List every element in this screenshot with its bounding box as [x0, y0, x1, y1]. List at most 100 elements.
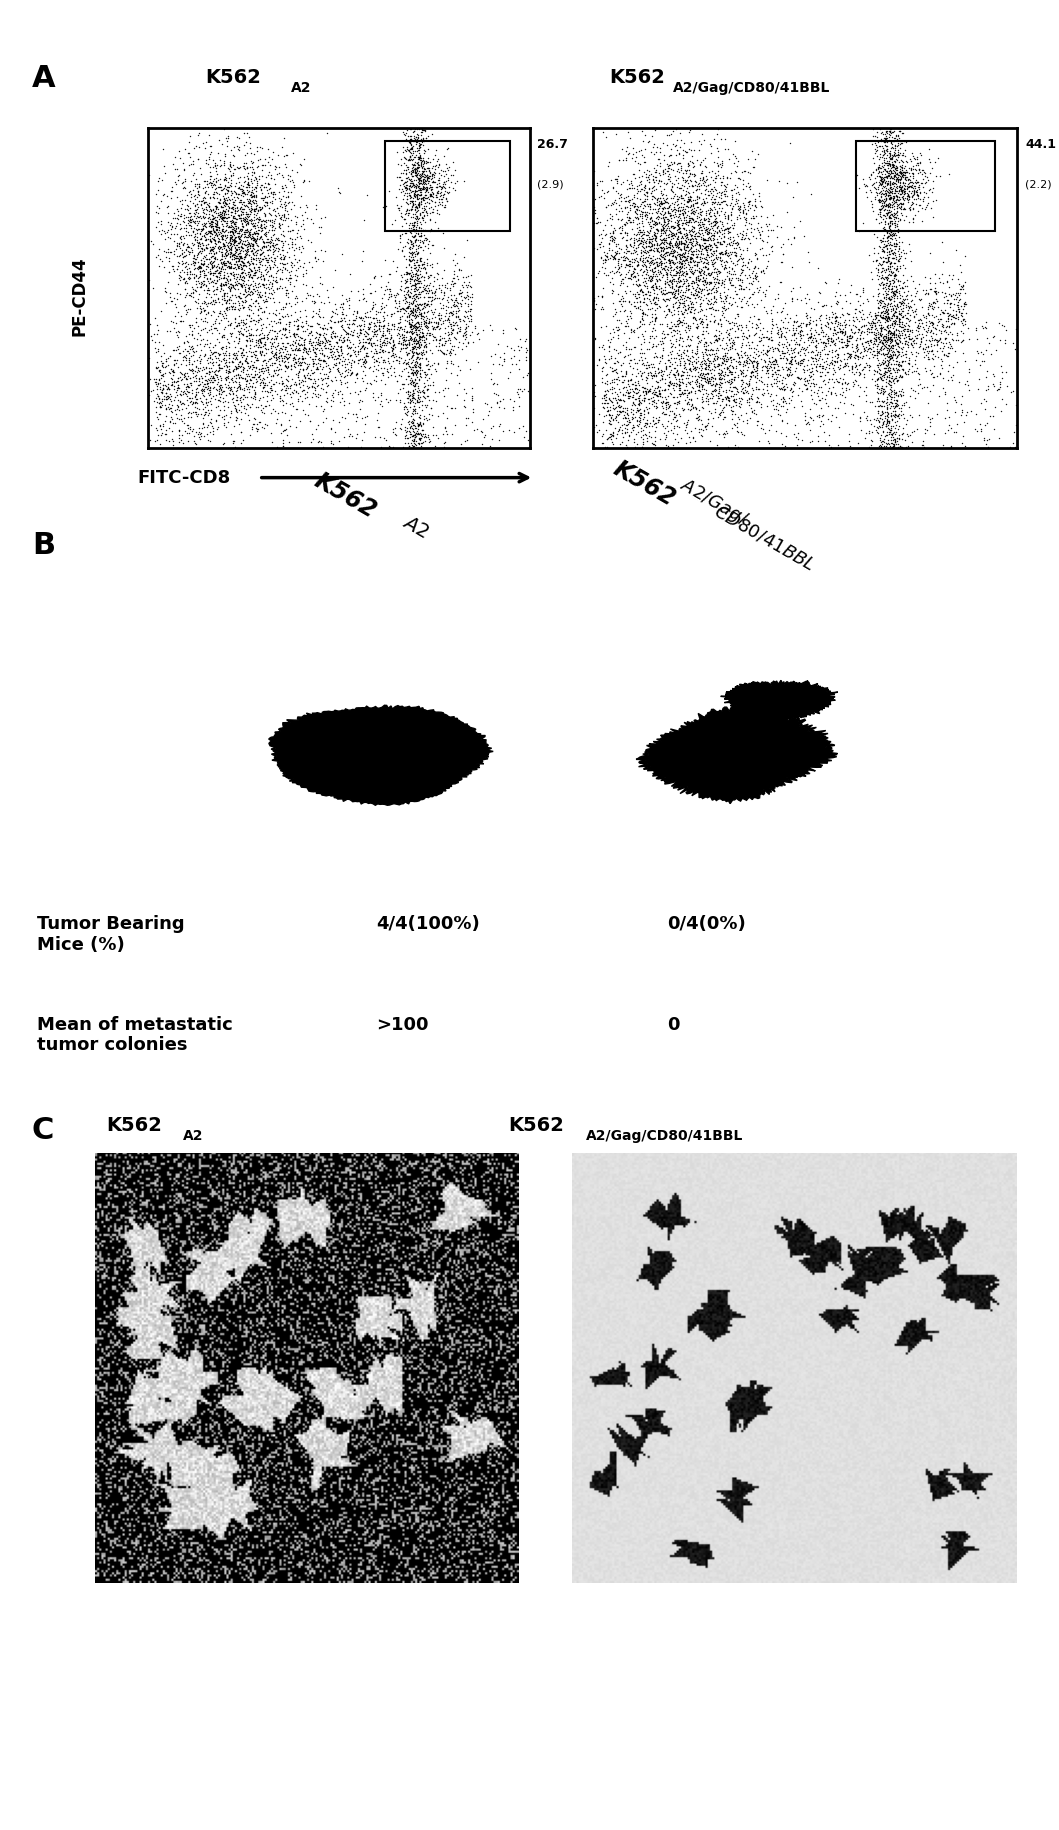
Point — [194, 229, 211, 258]
Point — [738, 370, 755, 399]
Point — [355, 357, 372, 386]
Point — [819, 329, 836, 359]
Point — [726, 399, 743, 428]
Point — [654, 188, 671, 218]
Point — [837, 306, 854, 335]
Point — [220, 348, 237, 377]
Point — [881, 183, 898, 212]
Point — [844, 309, 861, 339]
Point — [281, 342, 298, 371]
Point — [877, 410, 894, 439]
Point — [371, 337, 388, 366]
Point — [205, 221, 222, 251]
Point — [154, 377, 170, 406]
Point — [878, 225, 895, 254]
Point — [721, 264, 738, 293]
Point — [436, 273, 453, 302]
Point — [925, 287, 941, 317]
Point — [231, 293, 248, 322]
Point — [236, 187, 253, 216]
Point — [282, 269, 299, 298]
Point — [732, 234, 749, 264]
Point — [204, 373, 221, 403]
Point — [892, 351, 909, 381]
Point — [415, 337, 432, 366]
Point — [693, 370, 710, 399]
Point — [393, 415, 410, 445]
Point — [281, 307, 298, 337]
Point — [190, 247, 207, 276]
Point — [732, 242, 749, 271]
Point — [427, 183, 444, 212]
Point — [413, 249, 430, 278]
Point — [628, 137, 645, 167]
Point — [414, 318, 431, 348]
Point — [221, 371, 238, 401]
Point — [178, 254, 195, 284]
Point — [215, 231, 232, 260]
Point — [165, 203, 182, 232]
Point — [189, 242, 205, 271]
Point — [694, 198, 711, 227]
Point — [698, 174, 715, 203]
Point — [667, 262, 684, 291]
Point — [599, 423, 616, 452]
Point — [720, 265, 737, 295]
Point — [879, 357, 896, 386]
Point — [395, 205, 412, 234]
Point — [741, 187, 758, 216]
Point — [167, 335, 184, 364]
Point — [671, 240, 688, 269]
Point — [863, 188, 880, 218]
Point — [679, 232, 696, 262]
Point — [882, 350, 899, 379]
Point — [256, 278, 273, 307]
Point — [208, 381, 225, 410]
Point — [882, 203, 899, 232]
Point — [851, 339, 868, 368]
Point — [627, 370, 644, 399]
Point — [715, 287, 732, 317]
Point — [402, 359, 419, 388]
Point — [270, 335, 287, 364]
Point — [256, 282, 273, 311]
Point — [178, 386, 195, 415]
Point — [265, 393, 282, 423]
Point — [632, 221, 649, 251]
Point — [904, 339, 921, 368]
Point — [410, 364, 427, 393]
Point — [387, 331, 403, 361]
Point — [209, 207, 226, 236]
Point — [199, 386, 216, 415]
Point — [676, 172, 693, 201]
Point — [872, 392, 889, 421]
Point — [638, 362, 654, 392]
Point — [229, 382, 246, 412]
Point — [419, 350, 436, 379]
Point — [641, 198, 658, 227]
Point — [652, 242, 669, 271]
Point — [707, 207, 724, 236]
Point — [689, 210, 706, 240]
Point — [240, 311, 257, 340]
Point — [283, 351, 300, 381]
Point — [670, 364, 687, 393]
Point — [675, 163, 692, 192]
Point — [169, 370, 186, 399]
Point — [881, 163, 898, 192]
Point — [356, 344, 373, 373]
Point — [883, 326, 900, 355]
Point — [720, 199, 737, 229]
Point — [384, 432, 401, 461]
Point — [658, 421, 675, 450]
Point — [870, 168, 887, 198]
Point — [444, 331, 461, 361]
Point — [744, 221, 761, 251]
Point — [451, 278, 468, 307]
Point — [287, 348, 304, 377]
Point — [877, 185, 894, 214]
Point — [687, 256, 704, 285]
Point — [208, 262, 225, 291]
Point — [708, 119, 725, 148]
Point — [885, 320, 902, 350]
